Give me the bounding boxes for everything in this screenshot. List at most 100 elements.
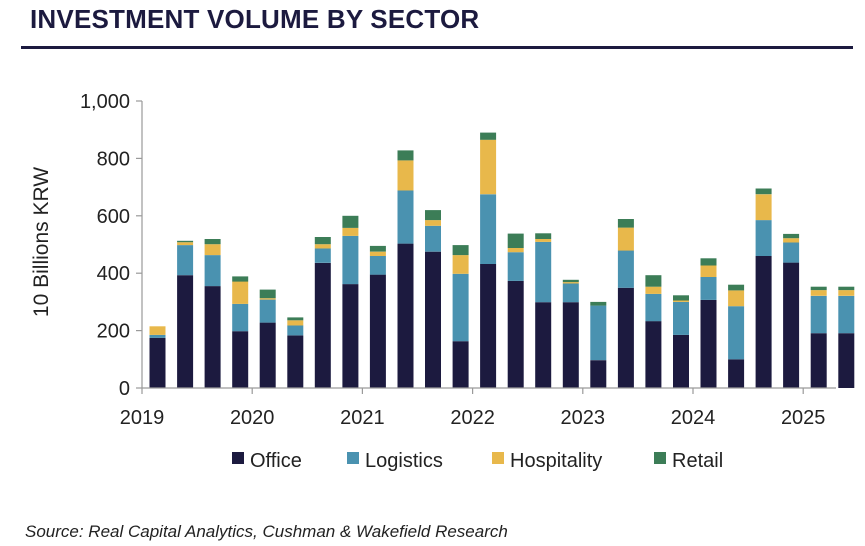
bar-logistics-2019q4 [232, 303, 249, 332]
bar-logistics-2020q2 [287, 325, 304, 336]
bar-logistics-2024q3 [755, 220, 772, 256]
bar-retail-2023q3 [645, 275, 662, 287]
y-axis-label: 10 Billions KRW [30, 167, 53, 317]
bar-logistics-2019q3 [204, 255, 221, 287]
legend: Office Logistics Hospitality Retail [232, 450, 723, 472]
bar-office-2023q1 [590, 360, 607, 388]
bar-retail-2021q1 [369, 245, 386, 252]
bar-office-2022q4 [562, 302, 579, 388]
bar-office-2020q4 [342, 284, 359, 388]
bar-hospitality-2021q3 [425, 220, 441, 226]
bar-hospitality-2022q3 [535, 239, 552, 242]
x-tick-label: 2024 [671, 407, 716, 429]
bar-office-2021q2 [397, 243, 414, 388]
bar-retail-2024q4 [783, 233, 800, 239]
bar-logistics-2021q1 [369, 256, 386, 275]
bar-retail-2019q4 [232, 276, 249, 282]
bar-logistics-2024q1 [700, 276, 717, 300]
bar-retail-2025q1 [810, 286, 827, 291]
bar-office-2025q1 [810, 333, 827, 388]
bar-retail-2022q2 [507, 233, 524, 248]
bar-logistics-2020q4 [342, 235, 359, 285]
bar-hospitality-2019q2 [177, 242, 194, 246]
bar-retail-2020q3 [314, 237, 331, 245]
bar-hospitality-2024q1 [700, 265, 717, 277]
bar-hospitality-2024q3 [755, 194, 772, 221]
bar-office-2019q3 [204, 286, 221, 388]
bar-retail-2021q2 [397, 150, 414, 161]
bar-retail-2024q3 [755, 188, 772, 195]
bar-logistics-2022q3 [535, 241, 552, 303]
bar-office-2024q3 [755, 256, 772, 388]
bar-hospitality-2025q2 [838, 290, 855, 296]
bar-hospitality-2023q2 [617, 227, 634, 251]
bar-logistics-2025q1 [810, 295, 827, 334]
bar-logistics-2022q4 [562, 283, 579, 303]
bar-logistics-2023q4 [673, 301, 689, 335]
bar-retail-2023q2 [617, 219, 634, 228]
y-tick-label: 200 [97, 321, 130, 343]
bar-office-2020q3 [314, 262, 331, 388]
bar-retail-2020q1 [259, 289, 276, 299]
x-axis: 2019 2020 2021 2022 2023 2024 2025 [120, 387, 836, 429]
bar-retail-2020q2 [287, 317, 304, 321]
legend-label-logistics: Logistics [365, 450, 443, 472]
bar-hospitality-2019q1 [149, 326, 166, 335]
bar-retail-2022q4 [562, 279, 579, 283]
bars-group [149, 132, 855, 388]
bar-office-2022q2 [507, 280, 524, 388]
bar-office-2020q1 [259, 322, 276, 388]
bar-office-2019q1 [149, 337, 166, 388]
legend-swatch-logistics [347, 452, 359, 464]
bar-hospitality-2021q2 [397, 160, 414, 191]
bar-hospitality-2020q2 [287, 320, 304, 326]
legend-swatch-hospitality [492, 452, 504, 464]
bar-office-2024q2 [728, 359, 745, 388]
bar-hospitality-2021q4 [452, 255, 469, 274]
bar-retail-2023q4 [673, 295, 689, 301]
bar-hospitality-2024q4 [783, 238, 800, 243]
bar-retail-2021q4 [452, 245, 469, 256]
bar-logistics-2023q3 [645, 293, 662, 322]
title-underline [21, 46, 853, 49]
bar-hospitality-2022q4 [562, 282, 579, 284]
source-note: Source: Real Capital Analytics, Cushman … [25, 522, 508, 541]
bar-retail-2023q1 [590, 301, 607, 306]
bar-retail-2020q4 [342, 215, 359, 228]
bar-hospitality-2019q4 [232, 281, 249, 304]
bar-hospitality-2022q1 [480, 139, 497, 195]
bar-logistics-2024q4 [783, 242, 800, 263]
bar-hospitality-2020q4 [342, 227, 359, 236]
bar-hospitality-2023q4 [673, 300, 689, 302]
bar-logistics-2023q2 [617, 250, 634, 288]
bar-office-2021q4 [452, 341, 469, 388]
y-tick-label: 0 [119, 378, 130, 400]
bar-retail-2019q3 [204, 239, 221, 245]
bar-office-2021q1 [369, 274, 386, 388]
bar-office-2019q2 [177, 275, 194, 388]
bar-office-2023q2 [617, 287, 634, 388]
bar-logistics-2021q2 [397, 190, 414, 244]
bar-hospitality-2024q2 [728, 290, 745, 307]
x-tick-label: 2023 [561, 407, 606, 429]
bar-logistics-2020q3 [314, 248, 331, 263]
bar-retail-2022q3 [535, 233, 552, 239]
bar-hospitality-2019q3 [204, 244, 221, 256]
bar-hospitality-2021q1 [369, 251, 386, 256]
legend-label-retail: Retail [672, 450, 723, 472]
bar-office-2021q3 [425, 251, 441, 388]
x-tick-label: 2022 [450, 407, 495, 429]
bar-office-2024q4 [783, 262, 800, 388]
bar-office-2022q1 [480, 264, 497, 388]
bar-office-2020q2 [287, 335, 304, 388]
x-tick-label: 2021 [340, 407, 385, 429]
bar-logistics-2024q2 [728, 306, 745, 360]
bar-logistics-2019q2 [177, 245, 194, 276]
x-tick-label: 2025 [781, 407, 826, 429]
legend-swatch-office [232, 452, 244, 464]
bar-office-2022q3 [535, 302, 552, 388]
y-tick-label: 800 [97, 148, 130, 170]
x-tick-label: 2019 [120, 407, 165, 429]
bar-hospitality-2022q2 [507, 247, 524, 253]
